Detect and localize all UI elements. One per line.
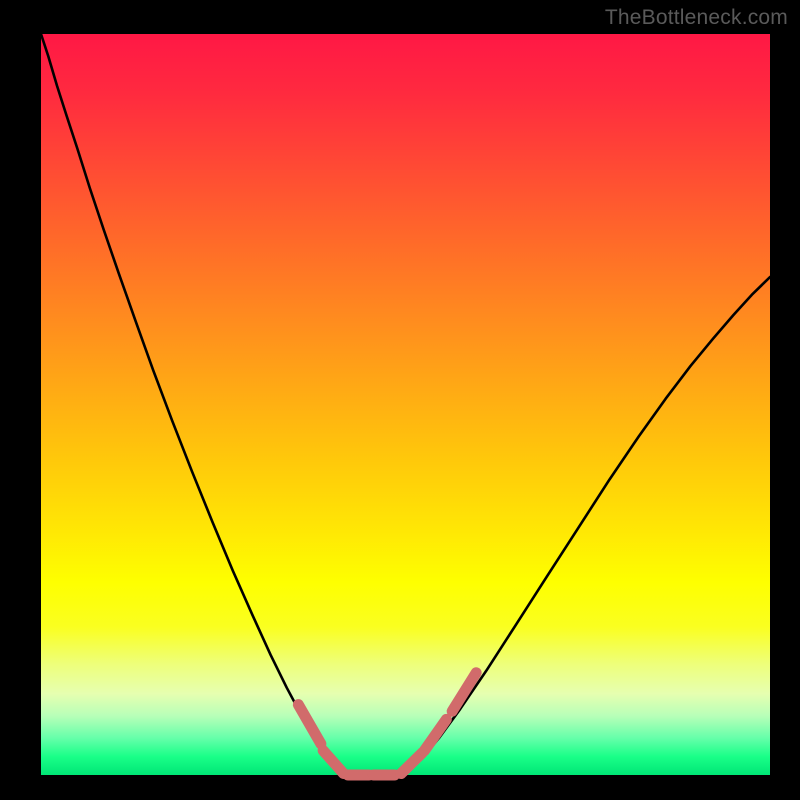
chart-svg <box>0 0 800 800</box>
watermark-text: TheBottleneck.com <box>605 6 788 30</box>
bottleneck-chart <box>0 0 800 800</box>
